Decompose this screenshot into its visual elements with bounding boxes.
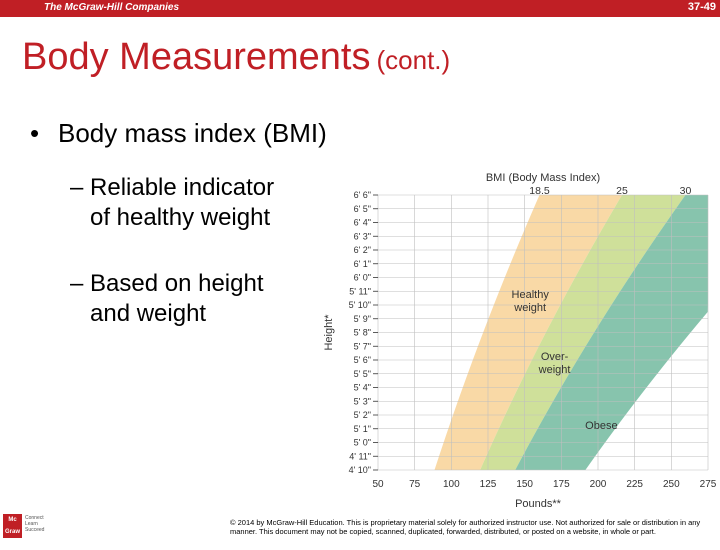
height-tick-label: 5' 5" (354, 369, 371, 379)
sub-bullet-line: and weight (90, 300, 207, 327)
sub-bullet: – Reliable indicator of healthy weight (70, 173, 274, 233)
height-tick-label: 6' 0" (354, 273, 371, 283)
x-axis-label: Pounds** (515, 498, 562, 510)
weight-tick-label: 275 (700, 479, 717, 490)
height-tick-label: 5' 1" (354, 424, 371, 434)
height-tick-label: 5' 4" (354, 383, 371, 393)
height-tick-label: 5' 11" (349, 286, 371, 296)
height-tick-label: 5' 6" (354, 355, 371, 365)
weight-tick-label: 50 (372, 479, 384, 490)
logo-text: Mc Graw Hill (4, 517, 20, 547)
copyright-notice: © 2014 by McGraw-Hill Education. This is… (230, 518, 701, 536)
title-sub: (cont.) (376, 45, 451, 75)
zone-label: Healthy (512, 289, 550, 301)
sub-bullet-line: – Based on height (70, 270, 264, 297)
height-tick-label: 5' 3" (354, 396, 371, 406)
weight-tick-label: 75 (409, 479, 421, 490)
bmi-threshold-label: 18.5 (529, 185, 550, 197)
bmi-chart: 4' 10" 4' 11" 5' 0" 5' 1" 5' 2" 5' 3" 5' 4" 5' … (323, 172, 717, 510)
bmi-threshold-label: 25 (616, 185, 628, 197)
main-bullet: • Body mass index (BMI) (30, 118, 327, 149)
brand-name: The McGraw-Hill Companies (44, 2, 180, 13)
height-tick-label: 5' 7" (354, 341, 371, 351)
height-tick-label: 5' 2" (354, 410, 371, 420)
weight-tick-label: 175 (553, 479, 570, 490)
height-tick-label: 6' 4" (354, 218, 371, 228)
y-axis-label: Height* (323, 314, 335, 351)
sub-bullet: – Based on height and weight (70, 269, 264, 329)
main-bullet-text: Body mass index (BMI) (58, 118, 327, 148)
height-tick-label: 5' 0" (354, 438, 371, 448)
height-tick-label: 5' 10" (349, 300, 371, 310)
zone-label: Over- (541, 351, 569, 363)
sub-bullet-line: of healthy weight (90, 204, 271, 231)
height-tick-label: 4' 11" (349, 451, 371, 461)
height-tick-label: 6' 1" (354, 259, 371, 269)
chart-title: BMI (Body Mass Index) (486, 172, 600, 184)
weight-tick-label: 150 (516, 479, 533, 490)
slide-title: Body Measurements (cont.) (22, 36, 450, 79)
zone-label: weight (513, 302, 546, 314)
height-tick-label: 6' 6" (354, 190, 371, 200)
logo-tagline: Connect Learn Succeed (25, 515, 45, 533)
mcgraw-hill-logo: Mc Graw Hill (3, 514, 22, 547)
height-tick-label: 4' 10" (349, 465, 371, 475)
weight-tick-label: 100 (443, 479, 460, 490)
height-tick-label: 6' 5" (354, 204, 371, 214)
slide-number: 37-49 (687, 1, 716, 13)
header-bar (0, 0, 720, 17)
weight-tick-label: 225 (626, 479, 643, 490)
height-tick-label: 6' 2" (354, 245, 371, 255)
weight-tick-label: 250 (663, 479, 680, 490)
height-tick-label: 6' 3" (354, 231, 371, 241)
height-tick-label: 5' 9" (354, 314, 371, 324)
weight-tick-label: 200 (590, 479, 607, 490)
zone-label: Obese (585, 420, 617, 432)
weight-tick-label: 125 (480, 479, 497, 490)
zone-label: weight (538, 364, 571, 376)
bullet-dot: • (30, 118, 40, 148)
title-main: Body Measurements (22, 36, 371, 78)
bmi-threshold-label: 30 (680, 185, 692, 197)
height-tick-label: 5' 8" (354, 328, 371, 338)
sub-bullet-line: – Reliable indicator (70, 174, 275, 201)
